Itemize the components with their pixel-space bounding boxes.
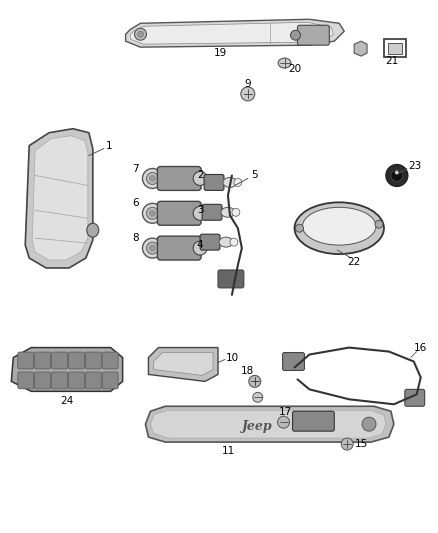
Text: 22: 22 [347,257,361,267]
Circle shape [278,416,290,428]
Circle shape [290,30,300,40]
Circle shape [232,208,240,216]
Polygon shape [126,19,344,47]
Circle shape [142,168,162,188]
FancyBboxPatch shape [157,236,201,260]
Circle shape [296,224,304,232]
Circle shape [249,375,261,387]
Circle shape [146,207,159,219]
Text: 7: 7 [132,164,139,174]
Polygon shape [25,129,93,268]
Text: 6: 6 [132,198,139,208]
Circle shape [241,87,255,101]
FancyBboxPatch shape [18,372,34,389]
Circle shape [193,241,207,255]
Circle shape [395,171,399,174]
FancyBboxPatch shape [85,352,101,369]
Text: 21: 21 [385,56,399,66]
FancyBboxPatch shape [157,201,201,225]
Circle shape [362,417,376,431]
Polygon shape [11,348,123,391]
Circle shape [341,438,353,450]
FancyBboxPatch shape [68,372,85,389]
Circle shape [146,242,159,254]
Text: 23: 23 [408,160,421,171]
Ellipse shape [87,223,99,237]
Circle shape [253,392,263,402]
FancyBboxPatch shape [85,372,101,389]
Circle shape [193,172,207,185]
Text: 1: 1 [106,141,112,151]
Text: 8: 8 [132,233,139,243]
Text: 5: 5 [251,171,258,181]
FancyBboxPatch shape [102,372,118,389]
Text: 10: 10 [226,352,238,362]
Text: 9: 9 [244,79,251,89]
FancyBboxPatch shape [283,352,304,370]
Polygon shape [153,352,213,375]
Ellipse shape [294,203,384,254]
Circle shape [391,169,403,181]
Circle shape [375,220,383,228]
FancyBboxPatch shape [68,352,85,369]
Circle shape [142,238,162,258]
Ellipse shape [278,58,291,68]
Text: 4: 4 [197,240,203,250]
Text: 11: 11 [221,446,235,456]
Polygon shape [354,41,367,56]
Text: 17: 17 [279,407,292,417]
FancyBboxPatch shape [218,270,244,288]
Polygon shape [145,406,394,442]
Circle shape [142,203,162,223]
FancyBboxPatch shape [204,174,224,190]
Polygon shape [131,22,333,44]
Text: 20: 20 [288,64,301,74]
FancyBboxPatch shape [52,372,67,389]
Circle shape [149,175,155,181]
FancyBboxPatch shape [157,166,201,190]
Ellipse shape [303,207,376,245]
Bar [388,43,402,54]
FancyBboxPatch shape [297,25,329,45]
Circle shape [138,31,144,37]
FancyBboxPatch shape [202,204,222,220]
FancyBboxPatch shape [35,352,50,369]
Polygon shape [148,348,218,382]
Bar [384,39,406,57]
FancyBboxPatch shape [293,411,334,431]
Text: 3: 3 [197,205,203,215]
Text: 15: 15 [354,439,368,449]
Circle shape [149,245,155,251]
Text: 18: 18 [241,367,254,376]
FancyBboxPatch shape [18,352,34,369]
Circle shape [230,238,238,246]
Circle shape [386,165,408,187]
Polygon shape [150,410,386,438]
Circle shape [193,206,207,220]
Polygon shape [32,136,88,260]
Circle shape [134,28,146,40]
Ellipse shape [221,207,235,217]
Text: 19: 19 [213,48,226,58]
Circle shape [149,211,155,216]
Circle shape [234,179,242,187]
FancyBboxPatch shape [52,352,67,369]
Ellipse shape [223,177,237,188]
Circle shape [146,173,159,184]
Text: 24: 24 [60,397,74,406]
Text: 2: 2 [197,171,203,181]
Text: 16: 16 [414,343,427,352]
Ellipse shape [219,237,233,247]
Text: Jeep: Jeep [243,419,273,433]
FancyBboxPatch shape [405,389,425,406]
FancyBboxPatch shape [102,352,118,369]
FancyBboxPatch shape [200,234,220,250]
FancyBboxPatch shape [35,372,50,389]
